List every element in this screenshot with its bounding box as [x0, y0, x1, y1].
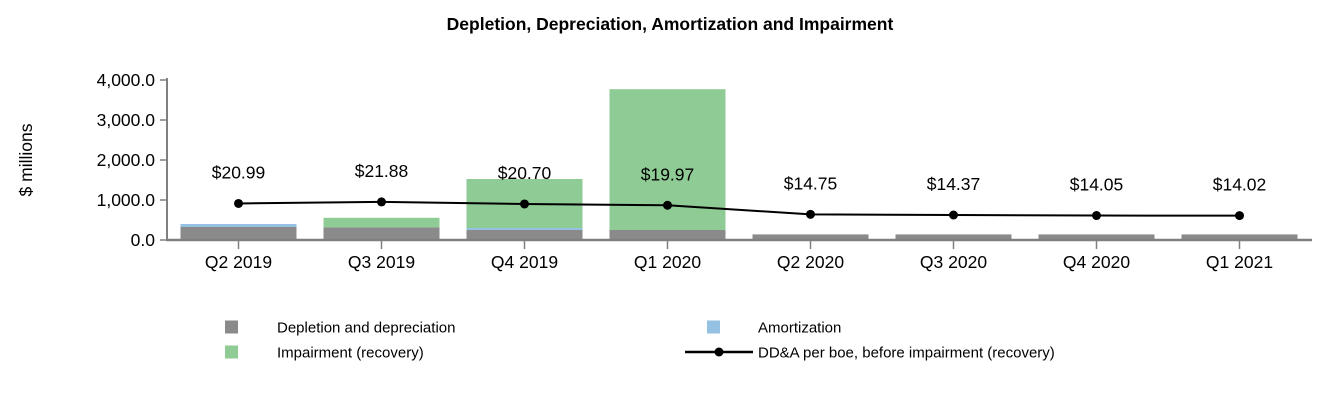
- data-label-q2-2019: $20.99: [212, 162, 266, 182]
- bar-segment-depletion-and-depreciation-q3-2020: [895, 234, 1012, 240]
- legend-label-amortization: Amortization: [758, 320, 841, 337]
- data-label-q4-2019: $20.70: [498, 163, 552, 183]
- x-axis-label-q3-2019: Q3 2019: [348, 252, 415, 272]
- bar-segment-depletion-and-depreciation-q4-2020: [1038, 234, 1155, 240]
- legend-swatch-depletion-and-depreciation: [225, 320, 238, 334]
- data-label-q1-2021: $14.02: [1213, 175, 1267, 195]
- y-axis-tick-label: 1,000.0: [97, 190, 156, 210]
- bar-segment-amortization-q2-2019: [180, 224, 297, 227]
- x-axis-label-q1-2020: Q1 2020: [634, 252, 701, 272]
- plot-area: 0.0 1,000.0 2,000.0 3,000.0 4,000.0 Q2 2019 Q3…: [97, 70, 1312, 272]
- dda-line: [238, 200, 1240, 217]
- legend: Depletion and depreciation Impairment (r…: [225, 320, 1055, 362]
- y-axis-tick-label: 3,000.0: [97, 110, 156, 130]
- data-label-q2-2020: $14.75: [784, 173, 838, 193]
- bar-segment-depletion-and-depreciation-q2-2020: [752, 234, 869, 240]
- x-axis-label-q4-2019: Q4 2019: [491, 252, 558, 272]
- legend-swatch-impairment-recovery: [225, 345, 238, 359]
- bar-segment-depletion-and-depreciation-q4-2019: [466, 230, 583, 240]
- y-axis-tick-label: 4,000.0: [97, 70, 156, 90]
- bar-segment-depletion-and-depreciation-q2-2019: [180, 227, 297, 240]
- legend-line-marker-dot: [714, 347, 724, 357]
- legend-label-impairment-recovery: Impairment (recovery): [277, 345, 424, 362]
- x-axis-label-q1-2021: Q1 2021: [1206, 252, 1273, 272]
- dda-point-q3-2019: [377, 197, 386, 207]
- x-axis-label-q4-2020: Q4 2020: [1063, 252, 1130, 272]
- y-axis-title: $ millions: [16, 123, 36, 196]
- dda-point-q4-2020: [1092, 211, 1101, 221]
- dda-point-q2-2020: [806, 209, 815, 219]
- data-label-q1-2020: $19.97: [641, 164, 695, 184]
- x-axis-label-q3-2020: Q3 2020: [920, 252, 987, 272]
- data-label-q4-2020: $14.05: [1070, 175, 1124, 195]
- legend-swatch-amortization: [707, 320, 720, 334]
- bar-segment-depletion-and-depreciation-q1-2021: [1181, 234, 1298, 240]
- bar-segment-impairment-recovery-q3-2019: [323, 217, 440, 228]
- dda-point-q1-2020: [663, 200, 672, 210]
- data-label-q3-2019: $21.88: [355, 161, 409, 181]
- bar-segment-depletion-and-depreciation-q3-2019: [323, 227, 440, 240]
- dda-point-q1-2021: [1235, 211, 1244, 221]
- dda-point-q4-2019: [520, 199, 529, 209]
- bar-segment-amortization-q4-2019: [466, 228, 583, 230]
- y-axis-tick-label: 0.0: [131, 230, 156, 250]
- y-axis-tick-label: 2,000.0: [97, 150, 156, 170]
- x-axis-label-q2-2019: Q2 2019: [205, 252, 272, 272]
- legend-label-depletion-and-depreciation: Depletion and depreciation: [277, 320, 455, 337]
- dda-point-q2-2019: [234, 198, 243, 208]
- chart-title: Depletion, Depreciation, Amortization an…: [447, 14, 894, 34]
- legend-label-dda-per-boe: DD&A per boe, before impairment (recover…: [758, 345, 1055, 362]
- bar-segment-depletion-and-depreciation-q1-2020: [609, 230, 726, 240]
- x-axis-label-q2-2020: Q2 2020: [777, 252, 844, 272]
- data-label-q3-2020: $14.37: [927, 174, 981, 194]
- dda-point-q3-2020: [949, 210, 958, 220]
